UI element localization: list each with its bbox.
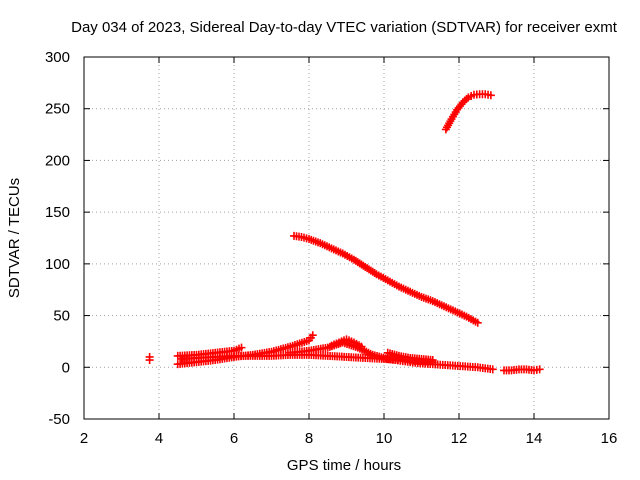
axis-ticks: 2 4 6 8 10 12 14 16 -50 0 50 100 150 200 250 300 [45,49,617,447]
y-tick-label: 250 [45,101,70,118]
series-descending-arc [290,231,482,327]
chart-title: Day 034 of 2023, Sidereal Day-to-day VTE… [71,19,618,36]
series-high-arc [441,90,495,134]
series-late-arc [383,348,437,365]
data-point [428,356,437,365]
x-axis-label: GPS time / hours [287,457,401,474]
x-tick-label: 2 [80,430,88,447]
y-tick-label: 150 [45,204,70,221]
data-point [308,331,317,340]
x-tick-label: 10 [376,430,393,447]
data-point [486,91,495,100]
x-tick-label: 16 [601,430,618,447]
data-point [473,318,482,327]
x-tick-label: 6 [230,430,238,447]
y-tick-label: 50 [53,308,70,325]
x-tick-label: 4 [155,430,163,447]
x-tick-label: 12 [451,430,468,447]
y-tick-label: 0 [62,359,70,376]
series-spike-arc [327,335,366,351]
grid-lines [84,57,609,419]
y-tick-label: 200 [45,152,70,169]
y-tick-label: -50 [48,411,70,428]
x-tick-label: 14 [526,430,543,447]
data-point [535,365,544,374]
series-right-cluster [500,365,544,375]
data-point [488,365,497,374]
series-isolated [145,352,154,365]
y-tick-label: 300 [45,49,70,66]
data-point [237,343,246,352]
plot-border [83,56,610,420]
x-tick-label: 8 [305,430,313,447]
y-tick-label: 100 [45,256,70,273]
y-axis-label: SDTVAR / TECUs [6,178,23,298]
data-point [357,342,366,351]
data-points [145,90,544,375]
data-point [145,352,154,361]
